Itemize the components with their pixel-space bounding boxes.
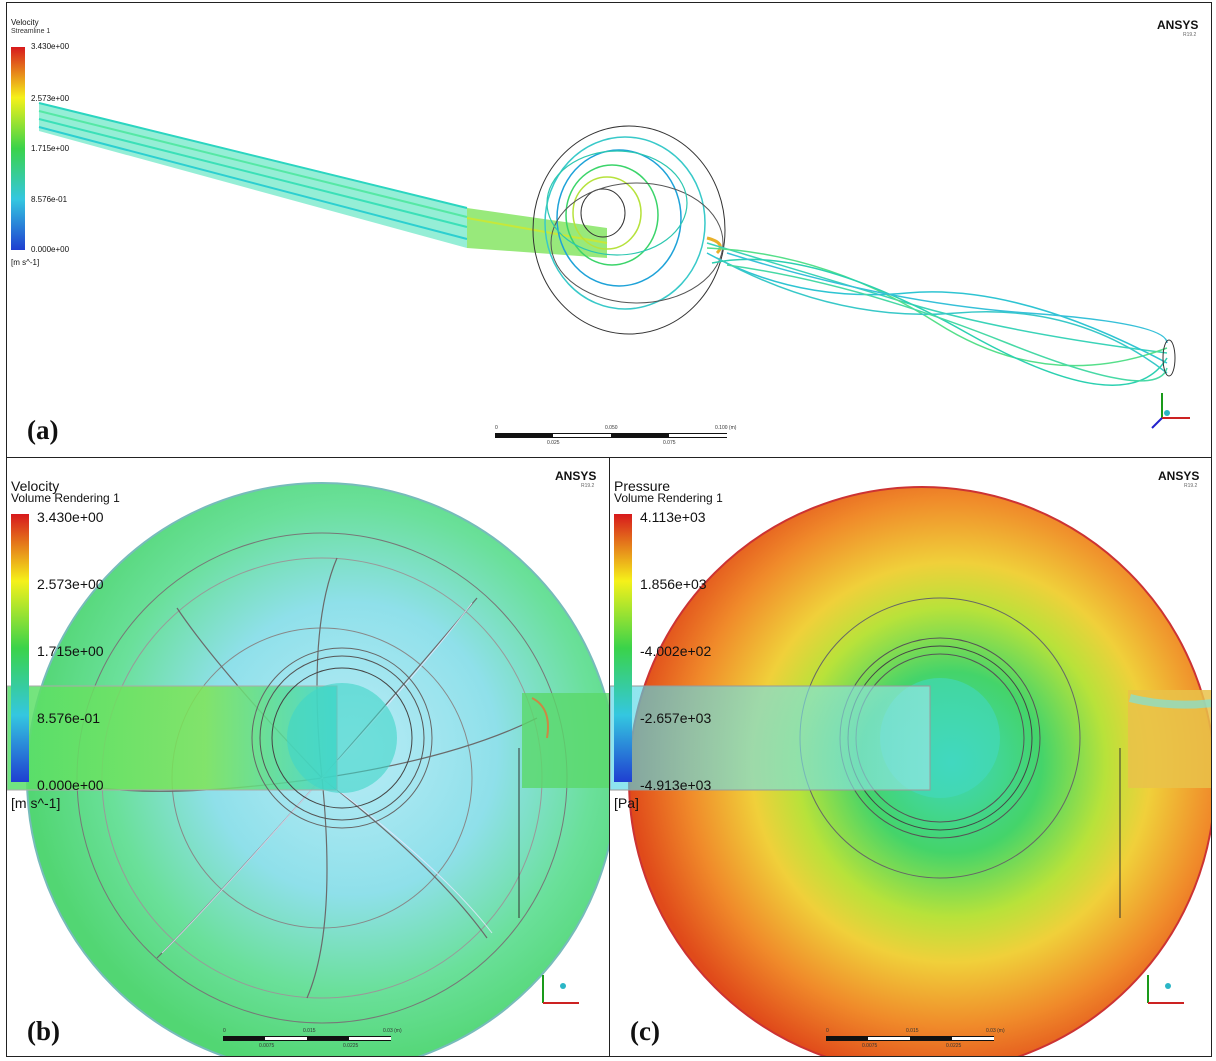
- scale-bar: 0 0.015 0.03 (m) 0.0075 0.0225: [826, 1026, 1016, 1050]
- velocity-volume-rendering: [7, 482, 609, 1056]
- colorbar-tick: 4.113e+03: [640, 509, 706, 525]
- legend-object: Volume Rendering 1: [614, 491, 723, 505]
- panel-a-streamlines: Velocity Streamline 1 3.430e+00 2.573e+0…: [6, 2, 1212, 458]
- colorbar-tick: 8.576e-01: [37, 710, 101, 726]
- scale-tick: 0.03 (m): [383, 1028, 402, 1034]
- inlet-pipe-streamlines: [38, 102, 608, 258]
- scale-tick: 0.015: [303, 1028, 316, 1034]
- ansys-version: R19.2: [1183, 32, 1197, 38]
- legend-quantity: Pressure: [614, 478, 671, 494]
- panel-b-velocity-volume: Velocity Volume Rendering 1 3.430e+00 2.…: [6, 457, 610, 1057]
- volute-streamlines: [532, 125, 726, 335]
- colorbar-tick: 0.000e+00: [31, 245, 70, 254]
- ansys-version: R19.2: [581, 483, 595, 489]
- scale-tick: 0.100 (m): [715, 425, 737, 431]
- panel-label: (b): [27, 1016, 60, 1046]
- ansys-logo: ANSYS: [1158, 469, 1200, 483]
- colorbar-tick: -2.657e+03: [640, 710, 712, 726]
- scale-tick: 0: [223, 1028, 226, 1034]
- colorbar: [11, 47, 25, 250]
- colorbar-tick: 8.576e-01: [31, 195, 68, 204]
- outlet-streamlines: [706, 242, 1176, 386]
- colorbar-tick: 1.715e+00: [31, 144, 70, 153]
- axis-triad: [1147, 975, 1184, 1004]
- legend-quantity: Velocity: [11, 18, 39, 27]
- axis-triad: [542, 975, 579, 1004]
- axis-triad: [1151, 393, 1190, 429]
- scale-tick: 0.075: [663, 440, 676, 446]
- colorbar-tick: 1.856e+03: [640, 576, 707, 592]
- scale-tick: 0.0075: [259, 1043, 275, 1049]
- pressure-volume-rendering: [610, 486, 1211, 1056]
- scale-tick: 0.0225: [946, 1043, 962, 1049]
- colorbar-unit: [m s^-1]: [11, 258, 40, 267]
- scale-bar: 0 0.050 0.100 (m) 0.025 0.075: [495, 423, 755, 447]
- scale-tick: 0.025: [547, 440, 560, 446]
- colorbar-unit: [m s^-1]: [11, 795, 61, 811]
- legend-object: Volume Rendering 1: [11, 491, 120, 505]
- scale-bar: 0 0.015 0.03 (m) 0.0075 0.0225: [223, 1026, 413, 1050]
- colorbar-unit: [Pa]: [614, 795, 639, 811]
- scale-tick: 0.015: [906, 1028, 919, 1034]
- colorbar-tick: 1.715e+00: [37, 643, 104, 659]
- ansys-logo: ANSYS: [1157, 18, 1199, 32]
- colorbar-tick: -4.002e+02: [640, 643, 712, 659]
- scale-tick: 0.050: [605, 425, 618, 431]
- streamline-plot: [38, 102, 1190, 429]
- colorbar-tick: 0.000e+00: [37, 777, 104, 793]
- colorbar: [11, 514, 29, 782]
- colorbar-tick: 2.573e+00: [31, 94, 70, 103]
- colorbar-tick: 2.573e+00: [37, 576, 104, 592]
- scale-tick: 0: [826, 1028, 829, 1034]
- scale-tick: 0: [495, 425, 498, 431]
- scale-tick: 0.0075: [862, 1043, 878, 1049]
- panel-c-pressure-volume: Pressure Volume Rendering 1 4.113e+03 1.…: [609, 457, 1212, 1057]
- ansys-version: R19.2: [1184, 483, 1198, 489]
- colorbar-tick: 3.430e+00: [31, 42, 70, 51]
- colorbar: [614, 514, 632, 782]
- legend-object: Streamline 1: [11, 28, 51, 35]
- scale-tick: 0.0225: [343, 1043, 359, 1049]
- colorbar-tick: 3.430e+00: [37, 509, 104, 525]
- scale-tick: 0.03 (m): [986, 1028, 1005, 1034]
- panel-label: (c): [630, 1016, 660, 1046]
- colorbar-tick: -4.913e+03: [640, 777, 712, 793]
- legend-quantity: Velocity: [11, 478, 60, 494]
- ansys-logo: ANSYS: [555, 469, 597, 483]
- panel-label: (a): [27, 415, 59, 445]
